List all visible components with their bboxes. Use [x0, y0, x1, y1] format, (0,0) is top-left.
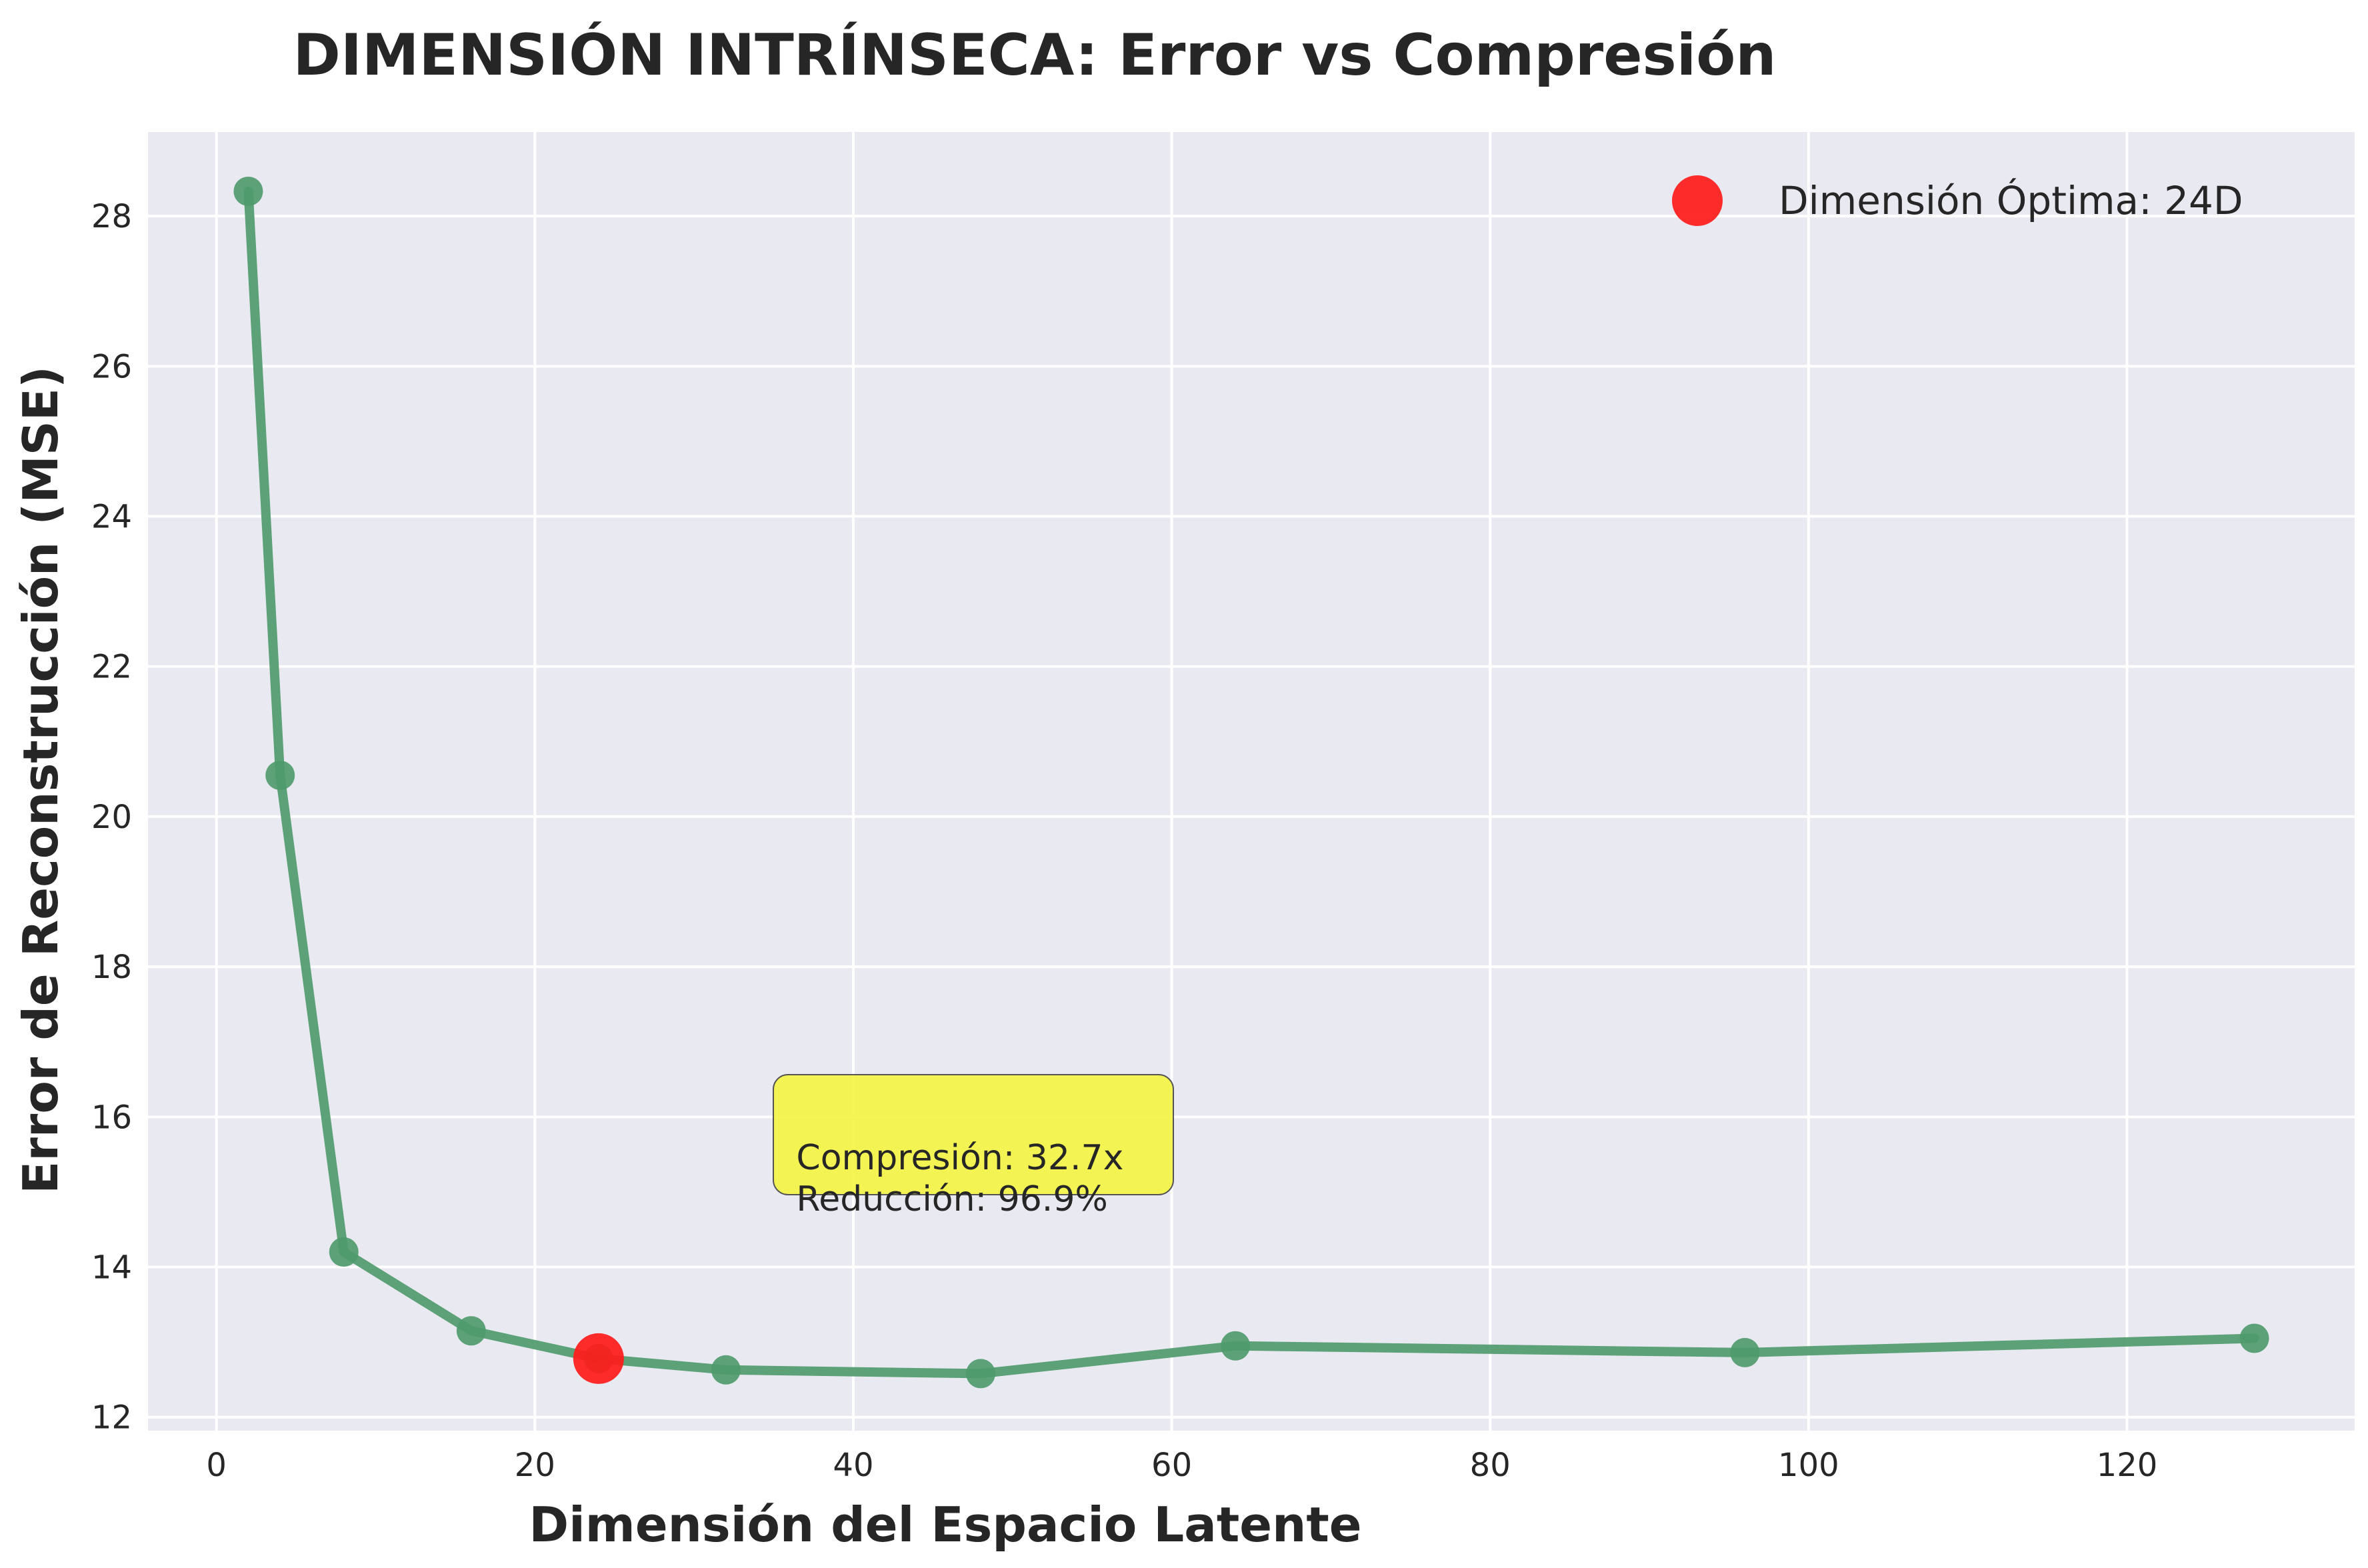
x-tick-label: 0	[206, 1447, 227, 1484]
series-point	[1221, 1331, 1251, 1361]
series-point	[233, 176, 263, 206]
series-point	[1730, 1337, 1760, 1367]
y-tick-label: 20	[91, 799, 132, 836]
y-tick-label: 22	[91, 649, 132, 686]
series-point	[2239, 1323, 2269, 1353]
x-tick-label: 60	[1151, 1447, 1192, 1484]
series-point	[966, 1359, 996, 1389]
series-point	[265, 760, 295, 790]
y-tick-label: 16	[91, 1099, 132, 1136]
x-tick-label: 120	[2097, 1447, 2158, 1484]
y-axis-label: Error de Reconstrucción (MSE)	[13, 366, 69, 1194]
x-tick-label: 20	[515, 1447, 555, 1484]
series-line	[243, 187, 2259, 1379]
y-tick-label: 18	[91, 949, 132, 986]
annotation-box	[773, 1074, 1174, 1195]
x-tick-label: 100	[1778, 1447, 1839, 1484]
series-point	[456, 1316, 486, 1346]
optimal-point	[573, 1333, 624, 1384]
y-tick-label: 26	[91, 348, 132, 385]
x-axis-label: Dimensión del Espacio Latente	[529, 1497, 1361, 1553]
legend-marker	[1672, 175, 1723, 226]
series-point	[711, 1355, 741, 1385]
y-tick-label: 14	[91, 1249, 132, 1287]
y-tick-label: 28	[91, 198, 132, 235]
annotation-line: Compresión: 32.7x	[796, 1138, 1123, 1178]
legend: Dimensión Óptima: 24D	[1672, 175, 2243, 226]
series-point	[329, 1237, 359, 1267]
highlight	[573, 1333, 624, 1384]
y-tick-label: 24	[91, 499, 132, 536]
plot-area	[148, 132, 2355, 1431]
annotation-line: Reducción: 96.9%	[796, 1179, 1107, 1219]
ticks: 0 20 40 60 80 100 120 12 14 16 18 20 22 24 26 28	[91, 198, 2157, 1484]
x-tick-label: 40	[833, 1447, 873, 1484]
series	[233, 176, 2269, 1389]
legend-label: Dimensión Óptima: 24D	[1779, 177, 2243, 223]
y-tick-label: 12	[91, 1399, 132, 1437]
chart-title: DIMENSIÓN INTRÍNSECA: Error vs Compresió…	[293, 21, 1776, 89]
grid	[148, 132, 2355, 1431]
x-tick-label: 80	[1470, 1447, 1511, 1484]
